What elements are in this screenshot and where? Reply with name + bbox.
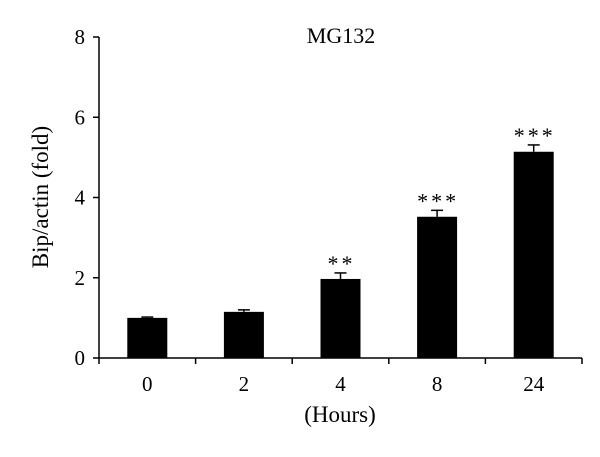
y-tick-label: 6 (75, 105, 86, 129)
x-tick-label: 2 (239, 372, 250, 396)
y-tick-label: 4 (75, 186, 86, 210)
x-tick-label: 8 (432, 372, 443, 396)
bar (127, 317, 168, 358)
x-axis-title: (Hours) (304, 402, 376, 427)
significance-label: *** (417, 188, 459, 213)
significance-label: ** (328, 251, 356, 276)
x-tick-label: 24 (523, 372, 545, 396)
bar (417, 216, 458, 358)
chart-title: MG132 (307, 23, 375, 48)
x-tick-label: 4 (335, 372, 346, 396)
bar (513, 151, 554, 358)
y-axis-title: Bip/actin (fold) (28, 126, 53, 268)
x-tick-label: 0 (142, 372, 153, 396)
y-tick-label: 0 (75, 346, 86, 370)
significance-label: *** (514, 123, 556, 148)
bar (223, 311, 264, 358)
y-tick-label: 2 (75, 266, 86, 290)
bar (320, 278, 361, 358)
y-tick-label: 8 (75, 25, 86, 49)
